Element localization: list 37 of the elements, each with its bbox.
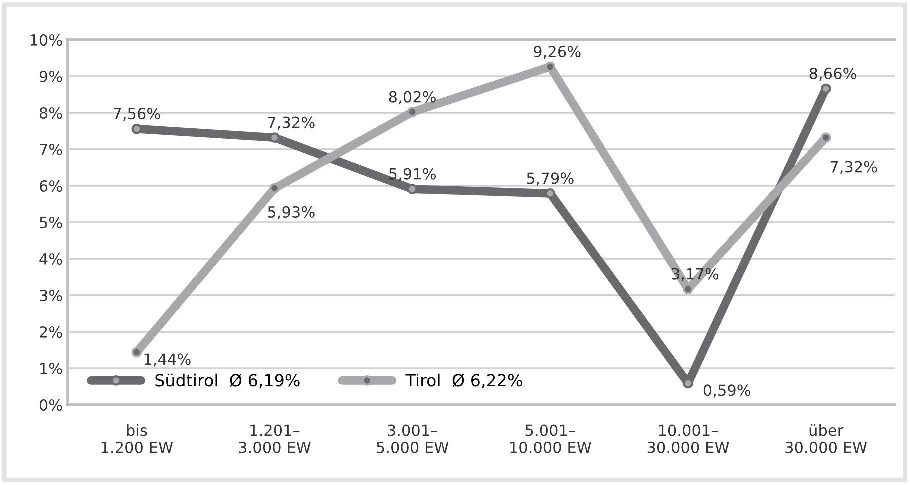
point bbox=[270, 132, 280, 144]
y-tick-label: 8% bbox=[40, 107, 62, 120]
y-tick-label: 2% bbox=[40, 326, 62, 338]
data-label: 8,66% bbox=[810, 68, 856, 82]
point bbox=[820, 132, 832, 144]
data-label: 5,93% bbox=[268, 206, 315, 220]
x-tick-label: 1.201– 3.000 EW bbox=[239, 424, 311, 454]
y-tick-label: 10% bbox=[30, 34, 62, 46]
x-tick-label: 10.001– 30.000 EW bbox=[648, 424, 730, 454]
data-label: 5,91% bbox=[389, 168, 436, 182]
y-tick-label: 5% bbox=[40, 216, 62, 229]
y-tick-label: 6% bbox=[40, 180, 62, 192]
data-label: 8,02% bbox=[389, 91, 436, 104]
point bbox=[270, 183, 280, 194]
legend-label: Tirol Ø 6,22% bbox=[406, 374, 522, 388]
x-tick-label: 3.001– 5.000 EW bbox=[377, 424, 449, 454]
y-tick-label: 4% bbox=[40, 253, 62, 266]
y-tick-label: 1% bbox=[40, 362, 62, 375]
data-label: 7,32% bbox=[830, 161, 878, 174]
y-tick-label: 9% bbox=[40, 70, 62, 83]
x-tick-label: 5.001– 10.000 EW bbox=[510, 424, 592, 454]
legend-label: Südtirol Ø 6,19% bbox=[156, 374, 300, 388]
point bbox=[820, 84, 832, 94]
x-tick-label: bis 1.200 EW bbox=[102, 424, 174, 454]
point bbox=[407, 107, 418, 118]
y-tick-label: 3% bbox=[40, 290, 62, 302]
y-tick-label: 0% bbox=[40, 399, 62, 412]
data-label: 5,79% bbox=[527, 172, 574, 186]
data-label: 1,44% bbox=[144, 354, 191, 367]
data-label: 7,32% bbox=[268, 116, 315, 130]
x-tick-label: über 30.000 EW bbox=[786, 424, 868, 454]
data-label: 3,17% bbox=[672, 268, 719, 282]
data-label: 7,56% bbox=[114, 108, 160, 122]
data-label: 0,59% bbox=[704, 384, 751, 398]
y-tick-label: 7% bbox=[40, 144, 62, 156]
data-label: 9,26% bbox=[534, 46, 581, 60]
point bbox=[132, 347, 142, 358]
